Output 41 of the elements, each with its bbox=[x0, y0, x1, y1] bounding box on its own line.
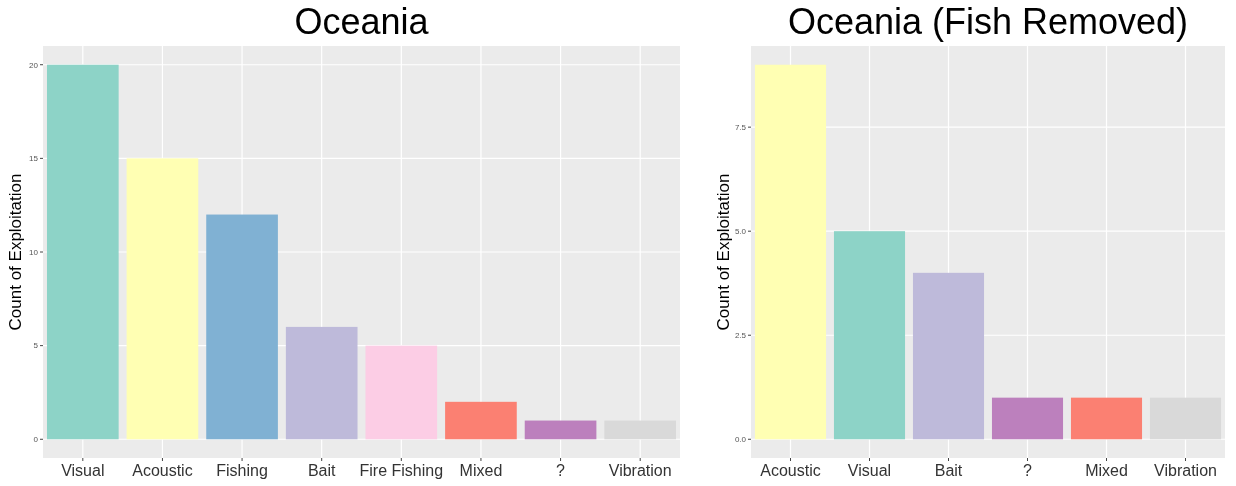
x-tick-label: Bait bbox=[934, 462, 963, 479]
x-tick-label: Vibration bbox=[1154, 462, 1217, 479]
y-tick-label: 5 bbox=[33, 341, 39, 351]
bar bbox=[991, 397, 1064, 440]
chart-title: Oceania (Fish Removed) bbox=[787, 1, 1189, 42]
x-tick-label: ? bbox=[556, 462, 566, 479]
bar bbox=[1149, 397, 1222, 440]
bar bbox=[912, 272, 985, 440]
y-tick-label: 5.0 bbox=[734, 226, 747, 236]
bar bbox=[365, 345, 438, 440]
y-tick-label: 0 bbox=[33, 435, 39, 445]
chart-title: Oceania bbox=[294, 1, 430, 42]
bar bbox=[833, 231, 906, 440]
x-tick-label: Acoustic bbox=[132, 462, 193, 479]
x-tick-label: Bait bbox=[307, 462, 337, 479]
y-tick-label: 15 bbox=[29, 154, 39, 164]
x-tick-label: ? bbox=[1023, 462, 1033, 479]
y-tick-label: 10 bbox=[29, 247, 39, 257]
y-tick-label: 0.0 bbox=[734, 435, 747, 445]
bar bbox=[754, 64, 827, 440]
bar bbox=[46, 64, 119, 440]
x-tick-label: Fishing bbox=[216, 462, 268, 479]
x-tick-label: Vibration bbox=[608, 462, 672, 479]
bar bbox=[126, 158, 199, 440]
bar bbox=[285, 326, 358, 440]
bar bbox=[445, 401, 517, 440]
bar bbox=[604, 420, 677, 440]
x-tick-label: Acoustic bbox=[760, 462, 821, 479]
y-axis-title: Count of Exploitation bbox=[714, 173, 733, 331]
x-tick-label: Visual bbox=[61, 462, 105, 479]
y-tick-label: 7.5 bbox=[734, 122, 747, 132]
bar bbox=[524, 420, 597, 440]
bar bbox=[1070, 397, 1143, 440]
y-axis-title: Count of Exploitation bbox=[6, 173, 25, 331]
x-tick-label: Visual bbox=[847, 462, 892, 479]
x-tick-label: Mixed bbox=[459, 462, 503, 479]
bar bbox=[206, 214, 278, 440]
x-tick-label: Mixed bbox=[1085, 462, 1128, 479]
x-tick-label: Fire Fishing bbox=[359, 462, 444, 479]
y-tick-label: 20 bbox=[29, 60, 39, 70]
y-tick-label: 2.5 bbox=[734, 331, 747, 341]
